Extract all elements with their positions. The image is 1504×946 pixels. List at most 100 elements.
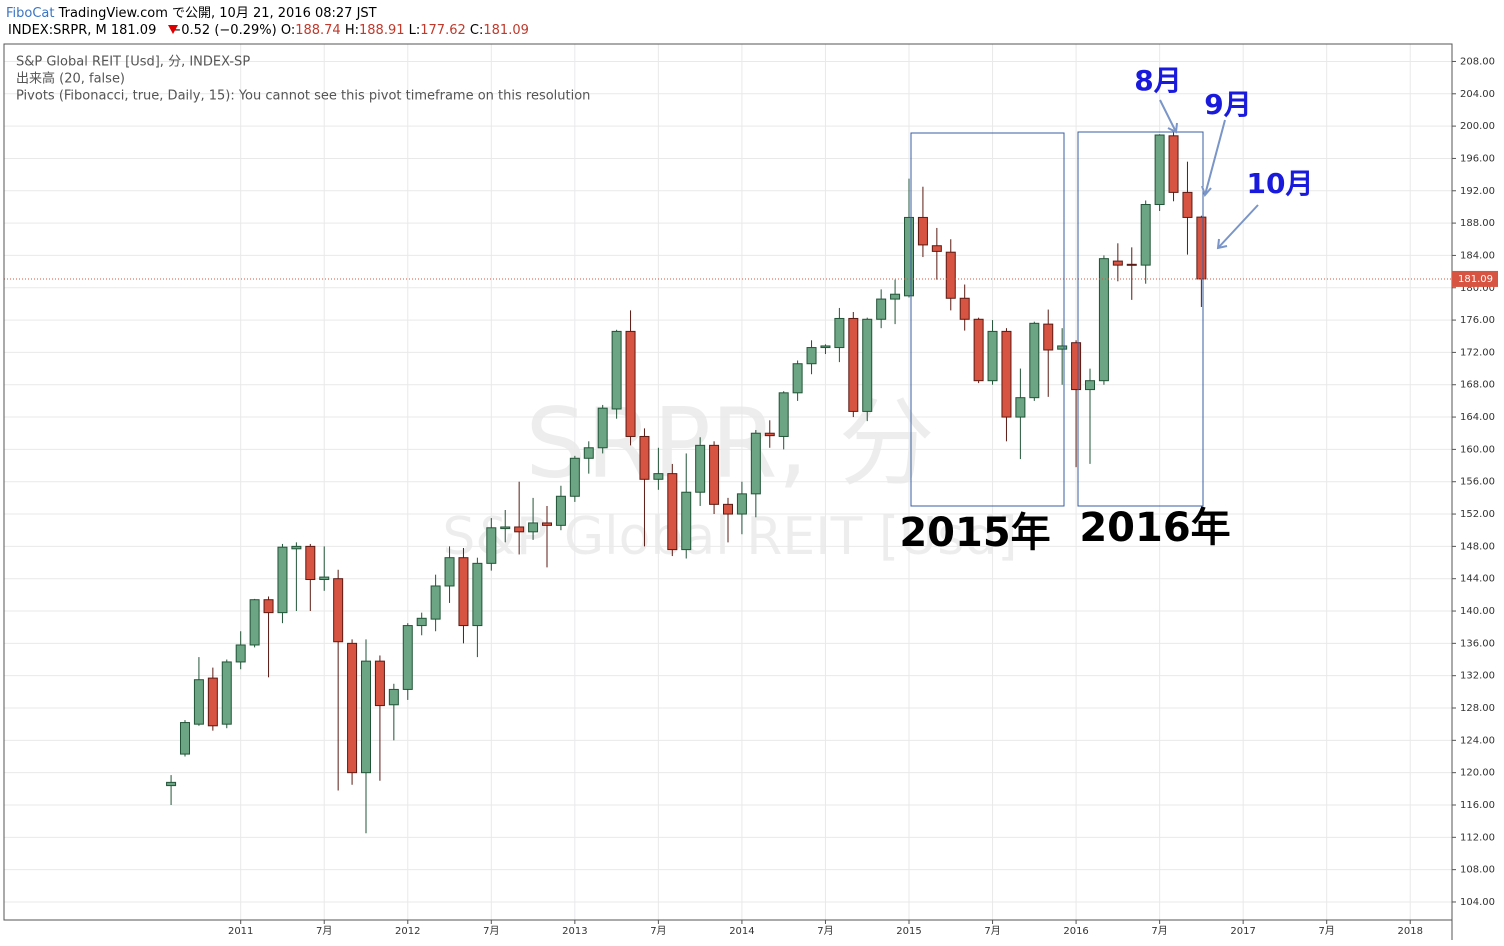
candle-body — [848, 317, 859, 412]
candle-body — [569, 457, 580, 497]
l-label: L: — [409, 23, 421, 38]
candle-body — [166, 781, 177, 787]
candle-body — [1140, 204, 1151, 266]
candle-body — [792, 363, 803, 394]
y-tick-label: 136.00 — [1460, 638, 1495, 649]
x-tick-label: 7月 — [483, 925, 499, 937]
y-tick-label: 164.00 — [1460, 412, 1495, 423]
candle-body — [458, 557, 469, 627]
watermark: S&P Global REIT [Usd] — [442, 507, 1017, 567]
candle-body — [973, 318, 984, 382]
y-tick-label: 208.00 — [1460, 56, 1495, 67]
annotations: 8月 9月 10月 2015年 2016年 — [899, 64, 1313, 556]
candle-body — [820, 345, 831, 349]
candle-body — [249, 599, 260, 646]
candle-body — [500, 526, 511, 530]
y-tick-label: 176.00 — [1460, 315, 1495, 326]
published: TradingView.com で公開, 10月 21, 2016 08:27 … — [58, 6, 377, 21]
box-2016 — [1077, 131, 1204, 507]
candle-body — [277, 546, 288, 614]
candle-body — [876, 298, 887, 320]
candle-body — [834, 317, 845, 349]
x-tick-label: 7月 — [817, 925, 833, 937]
candle-body — [1015, 397, 1026, 418]
candle-body — [931, 245, 942, 252]
x-tick-label: 2013 — [562, 926, 587, 937]
arrows — [1159, 99, 1259, 250]
y-tick-label: 148.00 — [1460, 541, 1495, 552]
header-line: FiboCat TradingView.com で公開, 10月 21, 201… — [6, 6, 377, 21]
annotation: 10月 — [1247, 167, 1314, 200]
y-tick-label: 128.00 — [1460, 703, 1495, 714]
candle-body — [1182, 191, 1193, 218]
y-tick-label: 112.00 — [1460, 832, 1495, 843]
legend-line: 出来高 (20, false) — [16, 71, 125, 87]
change: −0.52 (−0.29%) — [170, 23, 276, 38]
h-value: 188.91 — [359, 23, 405, 38]
watermark: SRPR, 分 — [525, 387, 934, 499]
candle-body — [1196, 216, 1207, 280]
candle-body — [193, 679, 204, 725]
o-value: 188.74 — [295, 23, 341, 38]
candle-body — [709, 444, 720, 505]
candle-body — [653, 473, 664, 480]
o-label: O: — [281, 23, 295, 38]
candle-body — [444, 557, 455, 587]
y-tick-label: 192.00 — [1460, 186, 1495, 197]
last: 181.09 — [111, 23, 157, 38]
candle-body — [1071, 342, 1082, 391]
candle-body — [402, 625, 413, 690]
candle-body — [917, 216, 928, 246]
candle-body — [333, 578, 344, 643]
l-value: 177.62 — [420, 23, 466, 38]
candle-body — [347, 642, 358, 774]
candle-body — [374, 660, 385, 707]
candle-body — [625, 330, 636, 437]
x-tick-label: 7月 — [650, 925, 666, 937]
candle-body — [235, 644, 246, 663]
candle-body — [221, 661, 232, 725]
author-link[interactable]: FiboCat — [6, 6, 55, 21]
candle-body — [667, 473, 678, 551]
y-tick-label: 120.00 — [1460, 768, 1495, 779]
candle-body — [319, 576, 330, 581]
candle-body — [305, 545, 316, 581]
candle-body — [388, 688, 399, 706]
y-tick-label: 172.00 — [1460, 347, 1495, 358]
candle-body — [695, 444, 706, 493]
annotation: 2016年 — [1079, 505, 1230, 551]
y-tick-label: 168.00 — [1460, 380, 1495, 391]
candle-body — [750, 432, 761, 495]
candle-body — [361, 660, 371, 774]
x-tick-label: 7月 — [1151, 925, 1167, 937]
c-label: C: — [470, 23, 483, 38]
x-tick-label: 2011 — [228, 926, 253, 937]
legend-line: S&P Global REIT [Usd], 分, INDEX-SP — [16, 55, 250, 70]
arrow — [1216, 204, 1259, 250]
x-tick-label: 2016 — [1063, 926, 1088, 937]
annotation: 9月 — [1204, 88, 1251, 121]
arrow — [1159, 99, 1178, 134]
candle-body — [959, 297, 970, 320]
y-tick-label: 152.00 — [1460, 509, 1495, 520]
price-tag — [1452, 270, 1498, 287]
x-tick-label: 7月 — [1319, 925, 1335, 937]
y-tick-label: 160.00 — [1460, 444, 1495, 455]
candle-body — [555, 495, 566, 526]
candle-body — [1098, 258, 1109, 382]
candle-body — [416, 617, 427, 627]
y-tick-label: 140.00 — [1460, 606, 1495, 617]
candle-body — [945, 251, 956, 299]
arrow — [1201, 119, 1226, 197]
candle-body — [207, 677, 218, 727]
annotation: 2015年 — [899, 510, 1050, 556]
candle-body — [862, 318, 873, 412]
y-tick-label: 180.00 — [1460, 283, 1495, 294]
candle-body — [597, 407, 608, 449]
candle-body — [639, 435, 650, 480]
candle-body — [764, 432, 775, 437]
candle-body — [1029, 322, 1040, 399]
h-label: H: — [345, 23, 359, 38]
y-tick-label: 156.00 — [1460, 477, 1495, 488]
candle-body — [583, 447, 594, 459]
